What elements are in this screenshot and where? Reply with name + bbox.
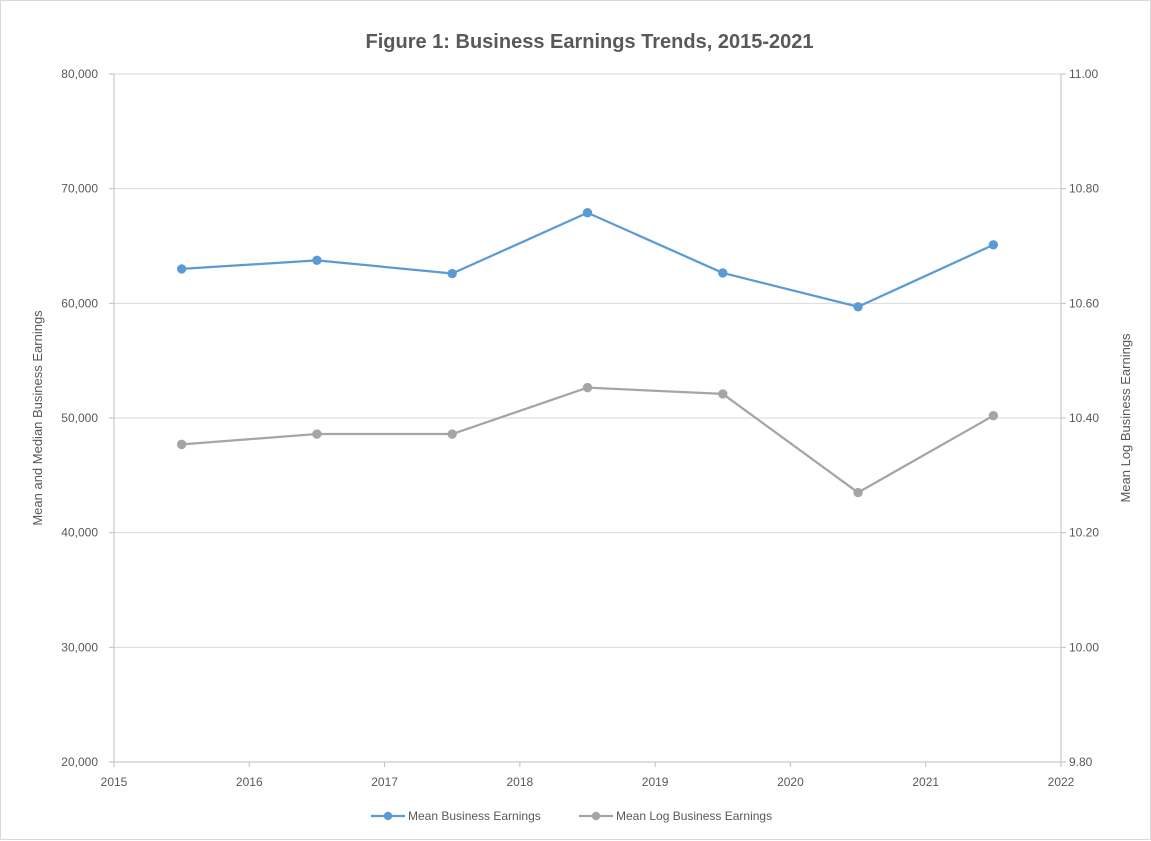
x-tick-label: 2018 [507, 775, 534, 789]
x-tick-label: 2017 [371, 775, 398, 789]
y-tick-label: 50,000 [61, 411, 98, 425]
data-point [853, 302, 863, 312]
x-tick-label: 2019 [642, 775, 669, 789]
legend-swatch-marker [383, 811, 393, 821]
data-point [176, 439, 187, 450]
series-1 [176, 208, 999, 312]
data-point [447, 268, 457, 279]
y-tick-label: 80,000 [61, 67, 98, 81]
y-tick-label: 60,000 [61, 296, 98, 310]
y-tick-label: 70,000 [61, 182, 98, 196]
legend-label: Mean Business Earnings [408, 809, 541, 823]
x-tick-label: 2022 [1048, 775, 1075, 789]
y2-tick-label: 10.20 [1069, 526, 1099, 540]
x-tick-label: 2016 [236, 775, 263, 789]
data-point [312, 429, 322, 439]
y2-tick-label: 10.60 [1069, 296, 1099, 310]
series-line [181, 386, 994, 494]
data-point [718, 268, 728, 278]
data-point [582, 382, 593, 393]
y-tick-label: 30,000 [61, 640, 98, 654]
y2-tick-label: 10.80 [1069, 182, 1099, 196]
legend-item: Mean Business Earnings [371, 809, 541, 823]
y2-tick-label: 10.40 [1069, 411, 1099, 425]
y-axis-title: Mean and Median Business Earnings [30, 310, 45, 526]
legend-swatch-marker [591, 811, 601, 821]
chart-title: Figure 1: Business Earnings Trends, 2015… [366, 31, 814, 53]
x-tick-label: 2021 [912, 775, 939, 789]
y2-axis-title: Mean Log Business Earnings [1118, 333, 1133, 503]
x-tick-label: 2015 [101, 775, 128, 789]
data-point [447, 429, 457, 439]
series-2 [176, 382, 999, 498]
data-point [312, 255, 322, 266]
data-point [988, 411, 999, 421]
legend-item: Mean Log Business Earnings [579, 809, 772, 823]
y2-tick-label: 9.80 [1069, 755, 1093, 769]
data-point [176, 264, 187, 274]
data-point [988, 240, 999, 250]
x-tick-label: 2020 [777, 775, 804, 789]
y-tick-label: 40,000 [61, 526, 98, 540]
y2-tick-label: 11.00 [1069, 67, 1098, 81]
data-point [582, 208, 593, 218]
data-point [718, 389, 728, 399]
y-tick-label: 20,000 [61, 755, 98, 769]
legend-label: Mean Log Business Earnings [616, 809, 772, 823]
y2-tick-label: 10.00 [1069, 640, 1099, 654]
data-point [853, 487, 863, 498]
series-line [181, 211, 994, 308]
